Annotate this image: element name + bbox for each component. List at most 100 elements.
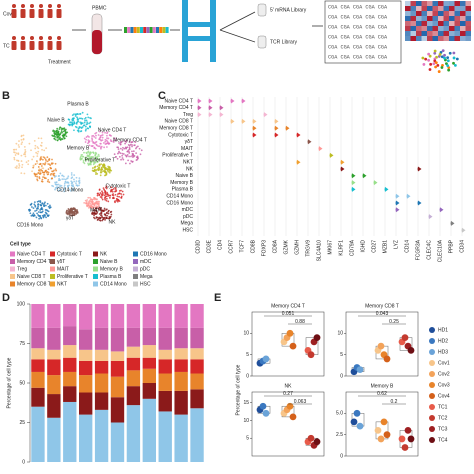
cell-dot xyxy=(101,139,104,142)
cell-dot xyxy=(106,132,108,135)
gene-label: CLEC4C xyxy=(426,240,432,260)
cell-dot xyxy=(53,169,55,172)
cell-dot xyxy=(34,144,37,147)
cell-dot xyxy=(89,196,91,199)
heat-cell xyxy=(416,16,422,21)
mini-dot xyxy=(429,62,433,66)
cell-dot xyxy=(133,144,136,147)
cell-dot xyxy=(44,169,47,172)
cell-dot xyxy=(121,149,124,151)
cell-dot xyxy=(117,146,120,149)
cell-dot xyxy=(84,157,87,160)
cell-dot xyxy=(87,142,89,145)
legend-swatch xyxy=(93,266,98,272)
heat-cell xyxy=(454,36,460,41)
cell-dot xyxy=(78,177,81,180)
bar-segment xyxy=(31,387,45,407)
cell-dot xyxy=(120,193,123,195)
mini-dot xyxy=(428,54,432,58)
cell-dot xyxy=(44,201,46,204)
cell-dot xyxy=(61,178,64,181)
cell-dot xyxy=(98,213,101,215)
cell-dot xyxy=(103,194,106,197)
cell-dot xyxy=(45,209,48,211)
heat-cell xyxy=(432,36,438,41)
bar-segment xyxy=(190,408,204,462)
cell-dot xyxy=(92,209,95,212)
bar-segment xyxy=(126,370,141,387)
cell-dot xyxy=(59,138,62,140)
cell-dot xyxy=(114,139,117,142)
legend-label: MAIT xyxy=(57,266,69,272)
cell-dot xyxy=(91,145,94,148)
cell-dot xyxy=(41,178,44,181)
person-body xyxy=(11,41,17,50)
cell-dot xyxy=(111,188,114,191)
cell-dot xyxy=(127,159,130,162)
cell-dot xyxy=(53,132,56,135)
cell-dot xyxy=(75,213,78,215)
heat-cell xyxy=(427,31,433,36)
y-tick-label: 25 xyxy=(19,420,25,426)
cell-dot xyxy=(88,200,90,203)
cell-dot xyxy=(69,121,71,124)
heat-cell xyxy=(438,6,444,11)
bar-segment xyxy=(174,359,188,372)
bead xyxy=(159,27,163,33)
cell-dot xyxy=(119,152,122,155)
sample-dot xyxy=(286,402,294,410)
bead xyxy=(140,27,143,33)
cell-dot xyxy=(89,163,92,165)
cell-dot xyxy=(31,213,34,216)
chip xyxy=(182,0,216,62)
cell-dot xyxy=(69,190,72,192)
cell-dot xyxy=(54,162,57,165)
cell-dot xyxy=(71,211,74,214)
cell-dot xyxy=(53,172,56,175)
cell-dot xyxy=(22,134,25,137)
cell-dot xyxy=(55,175,57,177)
violin xyxy=(351,173,356,179)
mini-dot xyxy=(441,63,444,67)
bar-segment xyxy=(63,401,77,462)
cell-dot xyxy=(94,217,96,220)
vial xyxy=(257,35,267,49)
cell-dot xyxy=(94,151,97,154)
bar-segment xyxy=(47,417,61,462)
cell-dot xyxy=(38,176,41,178)
legend-label: Cov3 xyxy=(438,382,450,388)
cell-dot xyxy=(95,169,97,172)
cell-dot xyxy=(61,128,64,130)
cell-dot xyxy=(110,210,113,213)
cell-dot xyxy=(139,153,142,156)
row-label: γδT xyxy=(185,139,193,145)
cell-dot xyxy=(118,195,120,198)
cell-dot xyxy=(36,160,38,163)
legend-label: Plasma B xyxy=(100,274,122,280)
p-value: 0.043 xyxy=(376,311,389,317)
cell-dot xyxy=(45,147,48,150)
cell-dot xyxy=(98,158,101,161)
cell-dot xyxy=(23,145,26,148)
cell-dot xyxy=(86,154,89,157)
violin xyxy=(351,186,356,192)
cell-dot xyxy=(20,134,23,137)
cell-dot xyxy=(78,113,81,115)
cell-dot xyxy=(100,145,103,148)
cell-dot xyxy=(51,177,53,180)
gene-label: GZMH xyxy=(294,240,300,255)
cell-dot xyxy=(99,192,102,194)
cell-dot xyxy=(40,137,43,140)
cell-dot xyxy=(84,129,87,132)
legend-swatch xyxy=(50,251,55,257)
violin xyxy=(208,98,213,104)
cell-dot xyxy=(100,166,103,169)
cell-dot xyxy=(59,172,62,175)
cell-dot xyxy=(85,136,88,138)
legend-swatch xyxy=(133,266,138,272)
cell-dot xyxy=(75,180,78,183)
cell-dot xyxy=(32,155,35,158)
cell-dot xyxy=(48,207,51,209)
cell-dot xyxy=(73,113,75,116)
cell-dot xyxy=(108,171,111,174)
